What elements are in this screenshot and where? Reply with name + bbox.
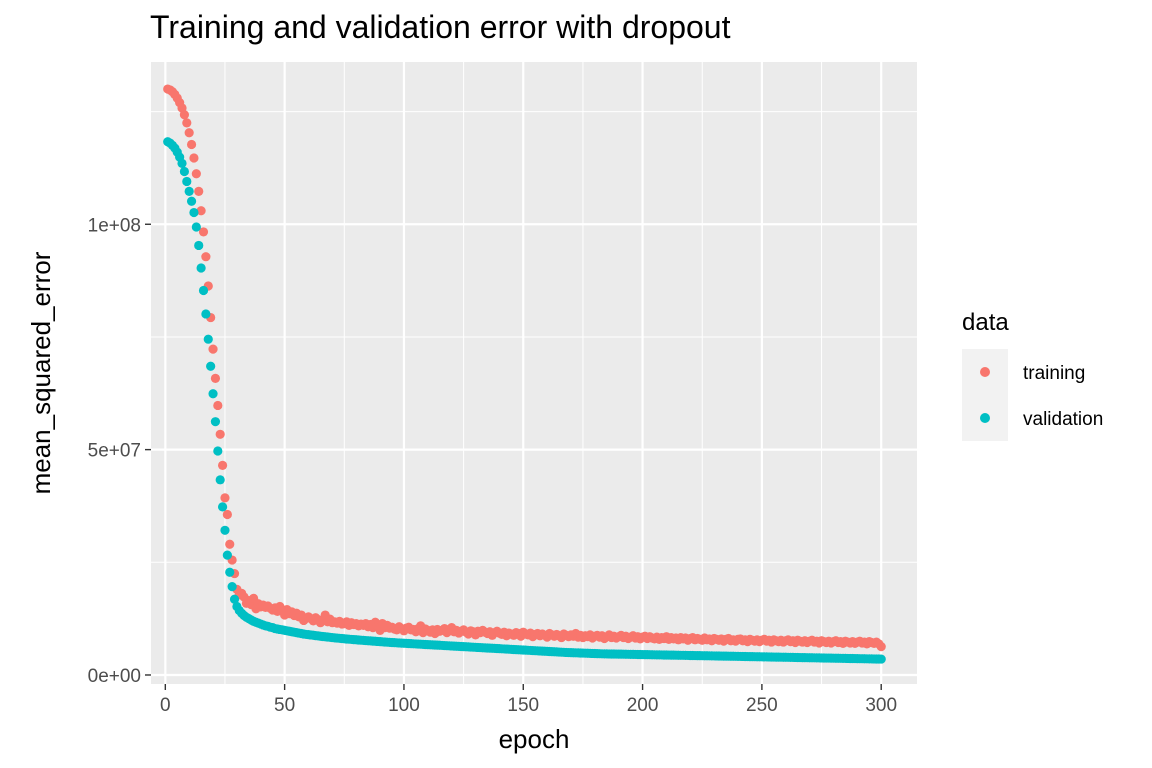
validation-point bbox=[876, 654, 886, 664]
validation-point bbox=[179, 166, 190, 177]
training-point bbox=[208, 344, 218, 354]
legend-swatch-validation bbox=[980, 413, 990, 423]
validation-point bbox=[182, 176, 192, 187]
training-point bbox=[213, 400, 223, 411]
validation-point bbox=[213, 446, 223, 456]
x-tick-label: 100 bbox=[388, 695, 420, 716]
training-point bbox=[201, 252, 211, 262]
validation-point bbox=[225, 567, 235, 577]
validation-point bbox=[201, 309, 211, 319]
legend-swatch-training bbox=[980, 367, 990, 377]
validation-point bbox=[215, 475, 225, 485]
training-point bbox=[194, 186, 204, 196]
training-point bbox=[876, 641, 886, 652]
y-axis-ticks: 0e+00 5e+07 1e+08 bbox=[88, 215, 151, 687]
validation-point bbox=[206, 361, 216, 371]
validation-point bbox=[208, 389, 218, 399]
validation-point bbox=[222, 550, 232, 560]
x-tick-label: 50 bbox=[274, 695, 295, 716]
training-point bbox=[186, 139, 197, 150]
validation-point bbox=[198, 285, 209, 296]
training-point bbox=[217, 460, 228, 470]
y-axis-title: mean_squared_error bbox=[26, 251, 56, 494]
validation-point bbox=[191, 222, 201, 232]
training-point bbox=[179, 110, 190, 120]
major-gridlines bbox=[151, 62, 917, 684]
legend-label-validation: validation bbox=[1023, 409, 1103, 430]
minor-gridlines bbox=[151, 62, 917, 684]
training-points bbox=[163, 84, 886, 652]
legend-title: data bbox=[962, 309, 1009, 336]
validation-point bbox=[227, 582, 237, 592]
x-tick-label: 150 bbox=[507, 695, 539, 716]
training-point bbox=[210, 373, 221, 384]
y-tick-label: 1e+08 bbox=[88, 215, 141, 236]
x-tick-label: 300 bbox=[865, 695, 897, 716]
legend: data training validation bbox=[962, 309, 1103, 441]
training-point bbox=[198, 227, 209, 237]
x-tick-label: 200 bbox=[627, 695, 659, 716]
validation-point bbox=[194, 240, 204, 251]
validation-point bbox=[220, 525, 230, 535]
validation-point bbox=[210, 417, 221, 427]
validation-point bbox=[229, 594, 240, 604]
x-tick-label: 0 bbox=[160, 695, 171, 716]
training-point bbox=[225, 539, 235, 549]
x-tick-label: 250 bbox=[746, 695, 778, 716]
y-tick-label: 5e+07 bbox=[88, 441, 141, 462]
plot-panel bbox=[151, 62, 917, 684]
validation-point bbox=[217, 502, 228, 512]
training-point bbox=[220, 493, 230, 503]
validation-point bbox=[184, 186, 194, 196]
validation-point bbox=[196, 263, 206, 273]
training-point bbox=[196, 206, 206, 216]
training-point bbox=[222, 509, 232, 520]
legend-label-training: training bbox=[1023, 363, 1085, 384]
training-point bbox=[182, 118, 192, 128]
training-point bbox=[184, 128, 194, 138]
training-point bbox=[191, 169, 201, 179]
y-tick-label: 0e+00 bbox=[88, 666, 141, 687]
x-axis-title: epoch bbox=[499, 724, 570, 754]
training-point bbox=[215, 429, 225, 439]
training-point bbox=[189, 153, 199, 163]
chart-title: Training and validation error with dropo… bbox=[150, 9, 731, 45]
validation-point bbox=[177, 158, 187, 169]
validation-points bbox=[163, 137, 886, 664]
validation-point bbox=[203, 334, 213, 344]
validation-point bbox=[186, 196, 197, 206]
x-axis-ticks: 0 50 100 150 200 250 300 bbox=[160, 684, 897, 716]
validation-point bbox=[189, 207, 199, 218]
